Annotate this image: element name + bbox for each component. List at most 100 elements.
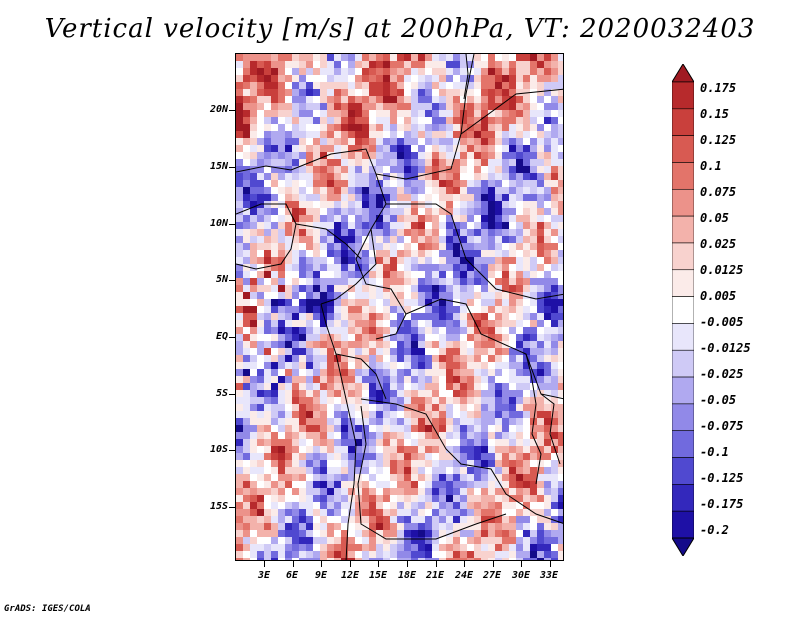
field-cell bbox=[376, 299, 384, 307]
field-cell bbox=[320, 215, 328, 223]
field-cell bbox=[544, 299, 552, 307]
field-cell bbox=[516, 397, 524, 405]
field-cell bbox=[411, 180, 419, 188]
field-cell bbox=[327, 460, 335, 468]
field-cell bbox=[488, 138, 496, 146]
field-cell bbox=[558, 320, 563, 328]
map-panel bbox=[235, 53, 564, 561]
field-cell bbox=[320, 257, 328, 265]
field-cell bbox=[467, 404, 475, 412]
field-cell bbox=[530, 96, 538, 104]
field-cell bbox=[334, 453, 342, 461]
field-cell bbox=[404, 159, 412, 167]
field-cell bbox=[348, 355, 356, 363]
field-cell bbox=[320, 138, 328, 146]
field-cell bbox=[320, 411, 328, 419]
field-cell bbox=[376, 236, 384, 244]
field-cell bbox=[271, 530, 279, 538]
field-cell bbox=[320, 446, 328, 454]
field-cell bbox=[523, 404, 531, 412]
field-cell bbox=[418, 383, 426, 391]
field-cell bbox=[474, 432, 482, 440]
field-cell bbox=[320, 355, 328, 363]
field-cell bbox=[383, 131, 391, 139]
field-cell bbox=[271, 75, 279, 83]
field-cell bbox=[299, 278, 307, 286]
field-cell bbox=[355, 390, 363, 398]
field-cell bbox=[355, 439, 363, 447]
field-cell bbox=[285, 516, 293, 524]
field-cell bbox=[257, 495, 265, 503]
field-cell bbox=[551, 509, 559, 517]
field-cell bbox=[530, 201, 538, 209]
field-cell bbox=[397, 96, 405, 104]
field-cell bbox=[411, 166, 419, 174]
field-cell bbox=[474, 327, 482, 335]
field-cell bbox=[558, 250, 563, 258]
colorbar-segment bbox=[672, 323, 694, 351]
field-cell bbox=[544, 474, 552, 482]
field-cell bbox=[390, 215, 398, 223]
field-cell bbox=[355, 236, 363, 244]
field-cell bbox=[313, 173, 321, 181]
field-cell bbox=[418, 558, 426, 560]
field-cell bbox=[523, 159, 531, 167]
field-cell bbox=[320, 320, 328, 328]
field-cell bbox=[292, 453, 300, 461]
field-cell bbox=[278, 89, 286, 97]
field-cell bbox=[446, 418, 454, 426]
field-cell bbox=[376, 264, 384, 272]
field-cell bbox=[313, 285, 321, 293]
field-cell bbox=[509, 264, 517, 272]
field-cell bbox=[348, 516, 356, 524]
field-cell bbox=[264, 355, 272, 363]
field-cell bbox=[376, 348, 384, 356]
field-cell bbox=[306, 460, 314, 468]
field-cell bbox=[390, 537, 398, 545]
field-cell bbox=[558, 523, 563, 531]
field-cell bbox=[467, 201, 475, 209]
field-cell bbox=[425, 537, 433, 545]
field-cell bbox=[467, 292, 475, 300]
field-cell bbox=[467, 341, 475, 349]
field-cell bbox=[271, 453, 279, 461]
field-cell bbox=[390, 152, 398, 160]
field-cell bbox=[264, 418, 272, 426]
field-cell bbox=[516, 467, 524, 475]
field-cell bbox=[460, 390, 468, 398]
field-cell bbox=[250, 509, 258, 517]
field-cell bbox=[509, 194, 517, 202]
field-cell bbox=[264, 306, 272, 314]
field-cell bbox=[411, 117, 419, 125]
field-cell bbox=[397, 481, 405, 489]
field-cell bbox=[299, 201, 307, 209]
field-cell bbox=[530, 495, 538, 503]
lat-tick bbox=[229, 450, 235, 451]
field-cell bbox=[348, 348, 356, 356]
field-cell bbox=[530, 544, 538, 552]
field-cell bbox=[355, 334, 363, 342]
field-cell bbox=[236, 145, 244, 153]
field-cell bbox=[243, 222, 251, 230]
field-cell bbox=[383, 257, 391, 265]
field-cell bbox=[467, 257, 475, 265]
field-cell bbox=[446, 334, 454, 342]
field-cell bbox=[285, 530, 293, 538]
field-cell bbox=[425, 173, 433, 181]
field-cell bbox=[481, 425, 489, 433]
field-cell bbox=[236, 523, 244, 531]
field-cell bbox=[390, 61, 398, 69]
field-cell bbox=[285, 439, 293, 447]
field-cell bbox=[411, 152, 419, 160]
field-cell bbox=[306, 243, 314, 251]
field-cell bbox=[348, 460, 356, 468]
field-cell bbox=[411, 103, 419, 111]
field-cell bbox=[488, 306, 496, 314]
field-cell bbox=[481, 446, 489, 454]
field-cell bbox=[390, 159, 398, 167]
field-cell bbox=[530, 54, 538, 62]
field-cell bbox=[446, 488, 454, 496]
field-cell bbox=[411, 75, 419, 83]
field-cell bbox=[523, 278, 531, 286]
field-cell bbox=[334, 523, 342, 531]
